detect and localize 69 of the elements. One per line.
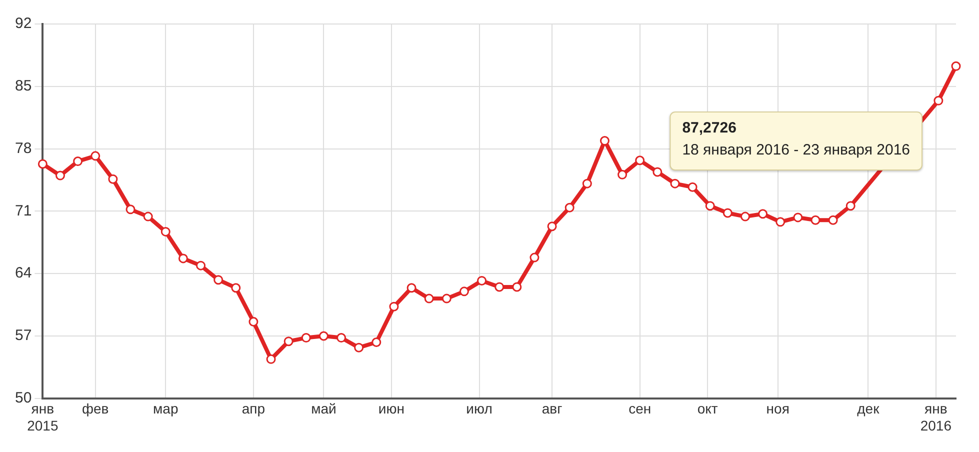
point (56, 170, 65, 180)
point (652, 167, 662, 177)
point (740, 212, 750, 222)
x-tick-label: ноя (766, 400, 790, 417)
point (442, 294, 452, 304)
x-tick-label: сен (628, 400, 652, 417)
y-tick-label: 78 (14, 140, 32, 157)
y-tick-label: 50 (14, 390, 32, 407)
point (301, 333, 311, 343)
point (530, 252, 540, 262)
x-tick-label: июл (466, 400, 492, 417)
point (160, 226, 170, 236)
point (951, 61, 961, 71)
point (459, 286, 469, 296)
point (406, 283, 416, 293)
point (318, 331, 328, 341)
point (512, 282, 522, 292)
point (108, 174, 118, 184)
point (618, 170, 628, 180)
point (424, 294, 434, 304)
point (494, 282, 504, 292)
point (722, 208, 732, 218)
x-tick-label: фев (82, 400, 109, 417)
point (266, 354, 276, 364)
point (670, 178, 680, 188)
point (934, 96, 944, 106)
point (477, 276, 487, 286)
point (336, 333, 346, 343)
point (214, 275, 224, 285)
point (143, 212, 153, 222)
point (758, 209, 768, 219)
y-tick-label: 85 (14, 78, 32, 95)
x-tick-label: апр (242, 400, 266, 417)
point (635, 156, 645, 166)
point (196, 260, 206, 270)
y-tick-label: 71 (14, 202, 32, 220)
point (38, 159, 48, 169)
y-tick-label: 64 (14, 264, 32, 282)
point (828, 215, 838, 225)
y-tick-label: 57 (14, 327, 32, 344)
point (600, 136, 610, 146)
point (793, 212, 803, 222)
x-tick-label: окт (697, 400, 718, 417)
x-tick-label: дек (857, 400, 880, 417)
point (126, 204, 136, 214)
point (776, 217, 786, 227)
x-tick-label: янв 2016 (920, 400, 952, 434)
point (810, 215, 820, 225)
point (90, 151, 100, 161)
point (389, 302, 399, 312)
point (564, 202, 574, 212)
x-tick-label: май (311, 400, 336, 417)
point (582, 178, 592, 188)
point (688, 182, 698, 192)
x-tick-label: июн (378, 400, 404, 417)
point (372, 337, 382, 347)
point (547, 222, 557, 232)
x-tick-label: авг (542, 400, 562, 417)
point (354, 342, 364, 352)
point (248, 316, 258, 326)
point (178, 254, 188, 264)
point (846, 201, 856, 211)
x-tick-label: мар (153, 400, 178, 417)
point (284, 336, 294, 346)
y-tick-label: 92 (14, 15, 32, 32)
point (231, 283, 241, 293)
point (73, 156, 83, 166)
annotation: 87,2726 18 января 2016 - 23 января 2016 (682, 120, 910, 159)
point (705, 201, 715, 211)
